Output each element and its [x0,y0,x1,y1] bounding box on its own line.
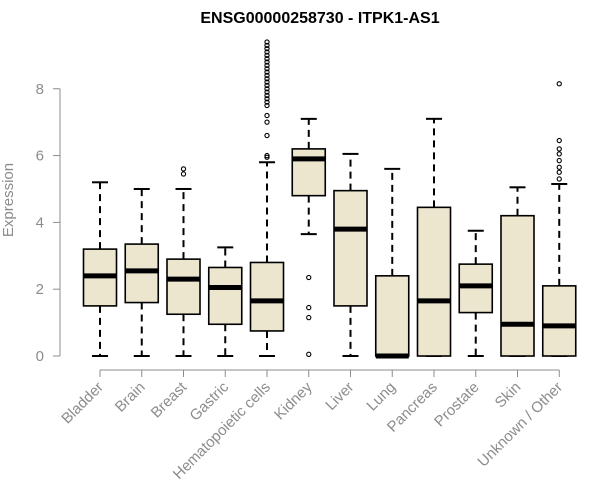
outlier-point [556,137,562,144]
outlier-point [180,171,187,177]
outlier-point [180,166,187,172]
box-iqr [500,214,535,357]
outlier-point [264,62,270,69]
box-iqr [458,263,494,314]
box-unknown-other [541,81,577,357]
y-tick-label: 6 [36,148,44,165]
outlier-point [264,79,270,85]
y-axis-label: Expression [0,163,17,237]
outlier-point [264,89,270,95]
outlier-point [306,314,312,321]
box-series [82,39,577,359]
y-axis: 0 2 4 6 8 [36,81,61,365]
outlier-point [556,176,562,182]
outlier-point [264,86,270,92]
box-iqr [207,266,243,326]
box-iqr [166,258,201,316]
outlier-point [264,46,270,52]
outlier-point [264,102,270,109]
outlier-point [264,82,270,89]
outlier-point [264,132,270,139]
outlier-point [264,39,270,45]
box-hematopoietic-cells [249,39,285,357]
outlier-point [556,157,562,164]
outlier-point [264,119,270,125]
x-tick-label: Prostate [431,379,483,431]
box-liver [333,152,368,357]
outlier-point [264,72,270,79]
outlier-point [306,351,312,357]
chart-title: ENSG00000258730 - ITPK1-AS1 [200,10,439,27]
outlier-point [264,52,270,59]
outlier-point [264,154,270,160]
box-skin [500,186,535,357]
outlier-point [556,146,562,152]
outlier-point [306,304,312,311]
box-kidney [291,117,327,357]
outlier-point [306,274,312,281]
x-tick-label: Breast [148,378,191,421]
outlier-point [264,76,270,82]
outlier-point [556,151,562,157]
box-iqr [416,206,452,357]
x-tick-label: Skin [492,379,525,412]
x-tick-label: Brain [112,379,149,416]
box-iqr [291,148,327,197]
x-tick-label: Kidney [271,378,316,423]
box-brain [124,187,160,357]
x-tick-label: Lung [363,379,399,415]
box-iqr [541,285,577,357]
outlier-point [556,164,562,170]
outlier-point [556,81,562,87]
box-prostate [458,229,494,357]
outlier-point [264,66,270,72]
outlier-point [264,92,270,99]
outlier-point [556,169,562,175]
box-gastric [207,246,243,357]
y-tick-label: 0 [36,348,44,365]
outlier-point [264,152,270,159]
box-iqr [374,275,410,357]
x-tick-label: Liver [322,379,357,414]
box-iqr [249,261,285,332]
box-iqr [333,189,368,307]
outlier-point [264,59,270,65]
y-tick-label: 4 [36,214,44,231]
box-iqr [124,243,160,304]
x-tick-label: Bladder [58,379,107,428]
outlier-point [264,56,270,62]
outlier-point [264,112,270,119]
box-breast [166,166,201,357]
box-pancreas [416,117,452,357]
outlier-point [264,42,270,48]
outlier-point [264,49,270,55]
box-bladder [82,181,118,357]
outlier-point [264,96,270,102]
y-tick-label: 2 [36,281,44,298]
y-tick-label: 8 [36,81,44,98]
outlier-point [264,99,270,105]
outlier-point [264,69,270,75]
box-lung [374,167,410,359]
